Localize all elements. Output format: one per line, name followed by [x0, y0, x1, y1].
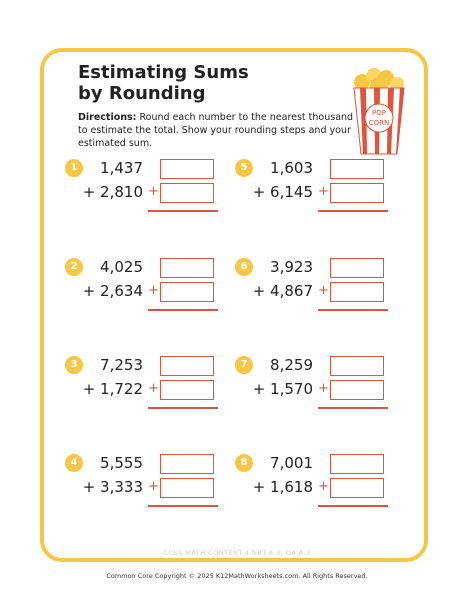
sum-sign: + — [148, 381, 159, 396]
answer-box — [160, 454, 214, 474]
problem-number: 5 — [235, 159, 253, 177]
sum-line — [148, 505, 218, 507]
sum-line — [148, 309, 218, 311]
second-addend: + 2,634 — [82, 282, 143, 300]
answer-box — [160, 380, 214, 400]
sum-sign: + — [148, 184, 159, 199]
second-addend: + 2,810 — [82, 183, 143, 201]
icon-label: POP — [372, 109, 386, 117]
answer-box — [330, 258, 384, 278]
icon-label: CORN — [369, 119, 390, 127]
problem-number: 6 — [235, 258, 253, 276]
answer-box — [330, 454, 384, 474]
title: Estimating Sums by Rounding — [78, 62, 249, 104]
directions-label: Directions: — [78, 112, 137, 123]
sum-sign: + — [148, 479, 159, 494]
second-addend: + 1,618 — [252, 478, 313, 496]
answer-box — [330, 159, 384, 179]
answer-box — [330, 356, 384, 376]
directions-text: Round each number to the nearest thousan… — [78, 112, 354, 149]
sum-sign: + — [148, 283, 159, 298]
answer-box — [160, 183, 214, 203]
second-addend: + 1,722 — [82, 380, 143, 398]
problem-number: 7 — [235, 356, 253, 374]
standard: CCSS.MATH.CONTENT.4.NBT.A.3, OA.A.3 — [163, 549, 311, 557]
sum-sign: + — [318, 479, 329, 494]
second-addend: + 3,333 — [82, 478, 143, 496]
answer-box — [330, 478, 384, 498]
border — [40, 48, 428, 562]
first-addend: 8,259 — [270, 356, 313, 374]
first-addend: 4,025 — [100, 258, 143, 276]
first-addend: 3,923 — [270, 258, 313, 276]
sum-sign: + — [318, 381, 329, 396]
answer-box — [160, 159, 214, 179]
problem-number: 2 — [65, 258, 83, 276]
sum-line — [318, 210, 388, 212]
sum-line — [318, 407, 388, 409]
answer-box — [330, 183, 384, 203]
sum-sign: + — [318, 184, 329, 199]
first-addend: 7,253 — [100, 356, 143, 374]
sum-line — [148, 210, 218, 212]
answer-box — [160, 478, 214, 498]
first-addend: 1,603 — [270, 159, 313, 177]
problem-number: 4 — [65, 454, 83, 472]
first-addend: 1,437 — [100, 159, 143, 177]
second-addend: + 1,570 — [252, 380, 313, 398]
second-addend: + 6,145 — [252, 183, 313, 201]
sum-line — [148, 407, 218, 409]
answer-box — [330, 282, 384, 302]
problem-number: 8 — [235, 454, 253, 472]
answer-box — [160, 356, 214, 376]
answer-box — [160, 282, 214, 302]
sum-sign: + — [318, 283, 329, 298]
answer-box — [160, 258, 214, 278]
popcorn-icon: POP CORN — [353, 68, 405, 155]
second-addend: + 4,867 — [252, 282, 313, 300]
first-addend: 5,555 — [100, 454, 143, 472]
copyright: Common Core Copyright © 2025 K12MathWork… — [106, 572, 368, 580]
sum-line — [318, 309, 388, 311]
problem-number: 1 — [65, 159, 83, 177]
answer-box — [330, 380, 384, 400]
sum-line — [318, 505, 388, 507]
first-addend: 7,001 — [270, 454, 313, 472]
directions: Directions: Round each number to the nea… — [78, 111, 358, 150]
problem-number: 3 — [65, 356, 83, 374]
